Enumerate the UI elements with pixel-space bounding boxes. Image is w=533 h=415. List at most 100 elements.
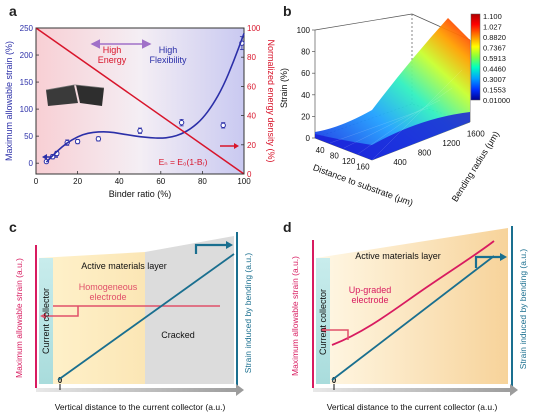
right-axis-arrow-head: [234, 143, 239, 149]
panel-a-xtick-label: 80: [198, 177, 207, 186]
panel-a-ytick-label: 200: [20, 51, 34, 60]
panel-c-right-indicator: [194, 243, 228, 254]
panel-a-xtick-label: 20: [73, 177, 82, 186]
current-collector-region: [39, 258, 53, 384]
panel-d-x-arrow: [313, 384, 518, 396]
panel-c-letter: c: [9, 219, 17, 235]
panel-c-left-indicator-head: [40, 313, 46, 319]
panel-a-marks: [35, 27, 245, 175]
panel-a-y2label: Normalized energy density (%): [266, 39, 276, 162]
panel-a-xlabel: Binder ratio (%): [109, 189, 172, 199]
strain-fit-curve: [45, 33, 245, 163]
colorbar-label: 0.7367: [483, 44, 506, 53]
colorbar-label: 0.1553: [483, 86, 506, 95]
panel-d-left-indicator: [324, 329, 349, 340]
panel-d-right-indicator: [474, 255, 502, 268]
annotation-equation: Eₙ = E₀(1-Bᵣ): [159, 157, 208, 167]
annotation-energy: Energy: [98, 55, 127, 65]
colorbar-label: 0.8820: [483, 33, 506, 42]
panel-c-bending-strain-line: [57, 253, 235, 381]
panel-b-ylabel: Strain (%): [279, 68, 289, 108]
panel-b-zticks: 400 800 1200 1600: [393, 130, 485, 168]
panel-a-letter: a: [9, 3, 17, 19]
panel-b-ytick-label: 20: [301, 112, 310, 121]
colorbar-label: 0.01000: [483, 96, 510, 105]
panel-d-y2label: Strain induced by bending (a.u.): [518, 249, 528, 370]
panel-a-ytick-label: 250: [20, 24, 34, 33]
panel-a-xtick-label: 100: [237, 177, 251, 186]
panel-b-ztick-label: 1600: [467, 130, 485, 139]
panel-c-left-indicator: [44, 306, 79, 317]
panel-c-xlabel: Vertical distance to the current collect…: [55, 402, 226, 412]
panel-b-ytick-label: 0: [306, 134, 311, 143]
colorbar-label: 0.5913: [483, 54, 506, 63]
panel-d-xtick-label: 0: [332, 376, 337, 385]
panel-d-active-layer-region: [316, 228, 508, 384]
strain-data-point: [137, 128, 143, 134]
panel-a-xtick-label: 0: [34, 177, 39, 186]
panel-d-left-indicator-head: [320, 327, 326, 333]
panel-a-xtick-label: 60: [156, 177, 165, 186]
panel-b-xtick-label: 80: [330, 151, 339, 160]
strain-data-point: [95, 136, 102, 142]
annotation-flexibility: Flexibility: [149, 55, 187, 65]
panel-d-current-collector-region: [316, 258, 330, 384]
panel-b-ztick-label: 400: [393, 158, 407, 167]
panel-d-right-indicator-head: [500, 253, 507, 261]
panel-d-region-collector: Current collector: [318, 289, 328, 355]
panel-c-region-active: Active materials layer: [81, 261, 167, 271]
panel-a-ytick-label: 0: [29, 159, 34, 168]
upgraded-allowable-curve: [331, 240, 495, 346]
panel-c-right-indicator-head: [226, 241, 233, 249]
panel-a-y2tick-label: 60: [247, 82, 256, 91]
panel-d-series-label-1: Up-graded: [349, 285, 392, 295]
active-layer-region: [39, 252, 145, 384]
colorbar-label: 0.4460: [483, 65, 506, 74]
panel-a-y2tick-label: 80: [247, 53, 256, 62]
panel-b-xtick-label: 40: [316, 146, 325, 155]
left-axis-arrow-head: [42, 154, 47, 160]
panel-d-bending-strain-line: [331, 255, 495, 381]
panel-d-region-active: Active materials layer: [355, 251, 441, 261]
colorbar-label: 1.027: [483, 23, 502, 32]
panel-d-xlabel: Vertical distance to the current collect…: [327, 402, 498, 412]
panel-a-y2tick-label: 0: [247, 170, 252, 179]
panel-a-y2tick-label: 20: [247, 141, 256, 150]
panel-b-ztick-label: 800: [418, 149, 432, 158]
panel-a-ytick-label: 150: [20, 78, 34, 87]
strain-data-point: [220, 122, 226, 129]
panel-a-ytick-label: 100: [20, 105, 34, 114]
panel-d-letter: d: [283, 219, 292, 235]
panel-b-ytick-label: 80: [301, 48, 310, 57]
panel-a-y2tick-label: 40: [247, 112, 256, 121]
panel-a: a High Energy High Flexibility Eₙ = E₀(1…: [4, 3, 276, 199]
annotation-high-2: High: [159, 45, 178, 55]
panel-c-region-cracked: Cracked: [161, 330, 195, 340]
annotation-high: High: [103, 45, 122, 55]
panel-a-ytick-label: 50: [24, 132, 33, 141]
cracked-region: [145, 236, 234, 384]
panel-b-yticks: 0 20 40 60 80 100: [297, 26, 315, 143]
colorbar-label: 1.100: [483, 12, 502, 21]
panel-d: d 0 Current collector Active materials l…: [283, 219, 528, 412]
panel-b-ytick-label: 60: [301, 69, 310, 78]
panel-b-ztick-label: 1200: [442, 139, 460, 148]
panel-b-xtick-label: 120: [342, 157, 356, 166]
panel-c-series-label-1: Homogeneous: [79, 282, 138, 292]
panel-c-region-collector: Current collector: [41, 288, 51, 354]
panel-a-y2tick-label: 100: [247, 24, 261, 33]
panel-a-ylabel: Maximum allowable strain (%): [4, 41, 14, 161]
strain-data-point: [74, 138, 81, 145]
colorbar-label: 0.3007: [483, 75, 506, 84]
panel-c-x-arrow: [36, 384, 244, 396]
panel-d-series-label-2: electrode: [351, 295, 388, 305]
strain-surface-base: [315, 112, 470, 160]
panel-a-frame: [35, 27, 245, 175]
panel-b-xtick-label: 160: [356, 162, 370, 171]
panel-a-xtick-label: 40: [115, 177, 124, 186]
energy-density-line: [35, 27, 245, 175]
